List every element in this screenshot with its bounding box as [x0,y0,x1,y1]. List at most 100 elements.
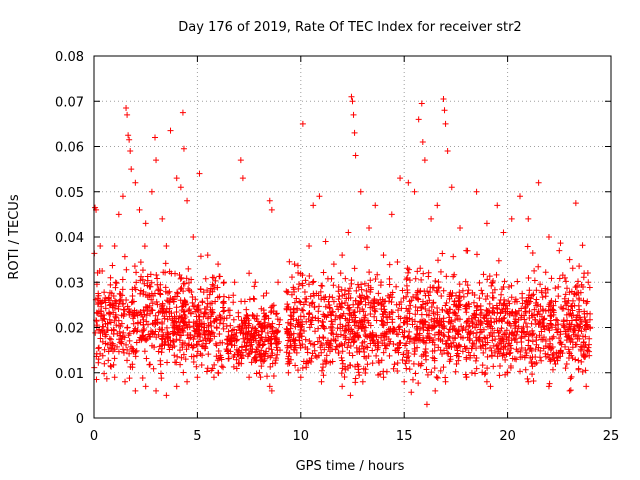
data-point [139,328,146,335]
data-point [92,329,99,336]
data-point [297,374,304,381]
data-point [530,291,537,298]
data-point [246,270,253,277]
data-point [519,353,526,360]
data-point [382,345,389,352]
data-point [563,337,570,344]
data-point [352,375,359,382]
data-point [334,325,341,332]
data-point [482,370,489,377]
data-point [306,338,313,345]
data-point [209,281,216,288]
data-point [152,312,159,319]
data-point [533,296,540,303]
data-point [581,308,588,315]
data-point [388,299,395,306]
data-point [521,328,528,335]
data-point [576,306,583,313]
data-point [249,346,256,353]
data-point [488,319,495,326]
data-point [511,355,518,362]
data-point [585,344,592,351]
data-point [261,338,268,345]
data-point [204,365,211,372]
data-point [380,313,387,320]
data-point [301,327,308,334]
data-point [533,334,540,341]
data-point [478,287,485,294]
data-point [115,303,122,310]
data-point [184,378,191,385]
data-point [547,320,554,327]
data-point [119,286,126,293]
data-point [153,298,160,305]
data-point [336,301,343,308]
data-point [327,348,334,355]
data-point [563,285,570,292]
data-point [476,279,483,286]
data-point [579,242,586,249]
data-point [197,320,204,327]
data-point [269,360,276,367]
data-point [111,317,118,324]
data-point [314,338,321,345]
data-point [269,303,276,310]
data-point [367,310,374,317]
data-point [570,312,577,319]
data-point [557,331,564,338]
data-point [157,361,164,368]
data-point [273,338,280,345]
data-point [573,316,580,323]
data-point [258,320,265,327]
data-point [390,365,397,372]
data-point [249,311,256,318]
data-point [493,271,500,278]
data-point [484,321,491,328]
data-point [536,318,543,325]
data-point [297,342,304,349]
data-point [288,274,295,281]
data-point [363,293,370,300]
data-point [508,294,515,301]
data-point [508,282,515,289]
data-point [112,284,119,291]
data-point [264,373,271,380]
data-point [105,295,112,302]
data-point [125,132,132,139]
data-point [406,328,413,335]
data-point [204,287,211,294]
data-point [498,325,505,332]
data-point [505,334,512,341]
data-point [431,357,438,364]
data-point [198,361,205,368]
data-point [538,357,545,364]
data-point [192,308,199,315]
data-point [459,348,466,355]
data-point [524,243,531,250]
data-point [574,322,581,329]
data-point [128,299,135,306]
data-point [581,325,588,332]
data-point [294,262,301,269]
data-point [337,270,344,277]
data-point [220,364,227,371]
data-point [345,288,352,295]
data-point [293,295,300,302]
data-point [110,342,117,349]
data-point [208,300,215,307]
data-point [434,309,441,316]
data-point [536,332,543,339]
data-point [563,302,570,309]
data-point [196,327,203,334]
data-point [534,311,541,318]
data-point [363,287,370,294]
data-point [492,336,499,343]
data-point [394,342,401,349]
data-point [576,263,583,270]
data-point [500,315,507,322]
data-point [194,374,201,381]
data-point [187,310,194,317]
data-point [185,279,192,286]
data-point [176,337,183,344]
data-point [403,293,410,300]
